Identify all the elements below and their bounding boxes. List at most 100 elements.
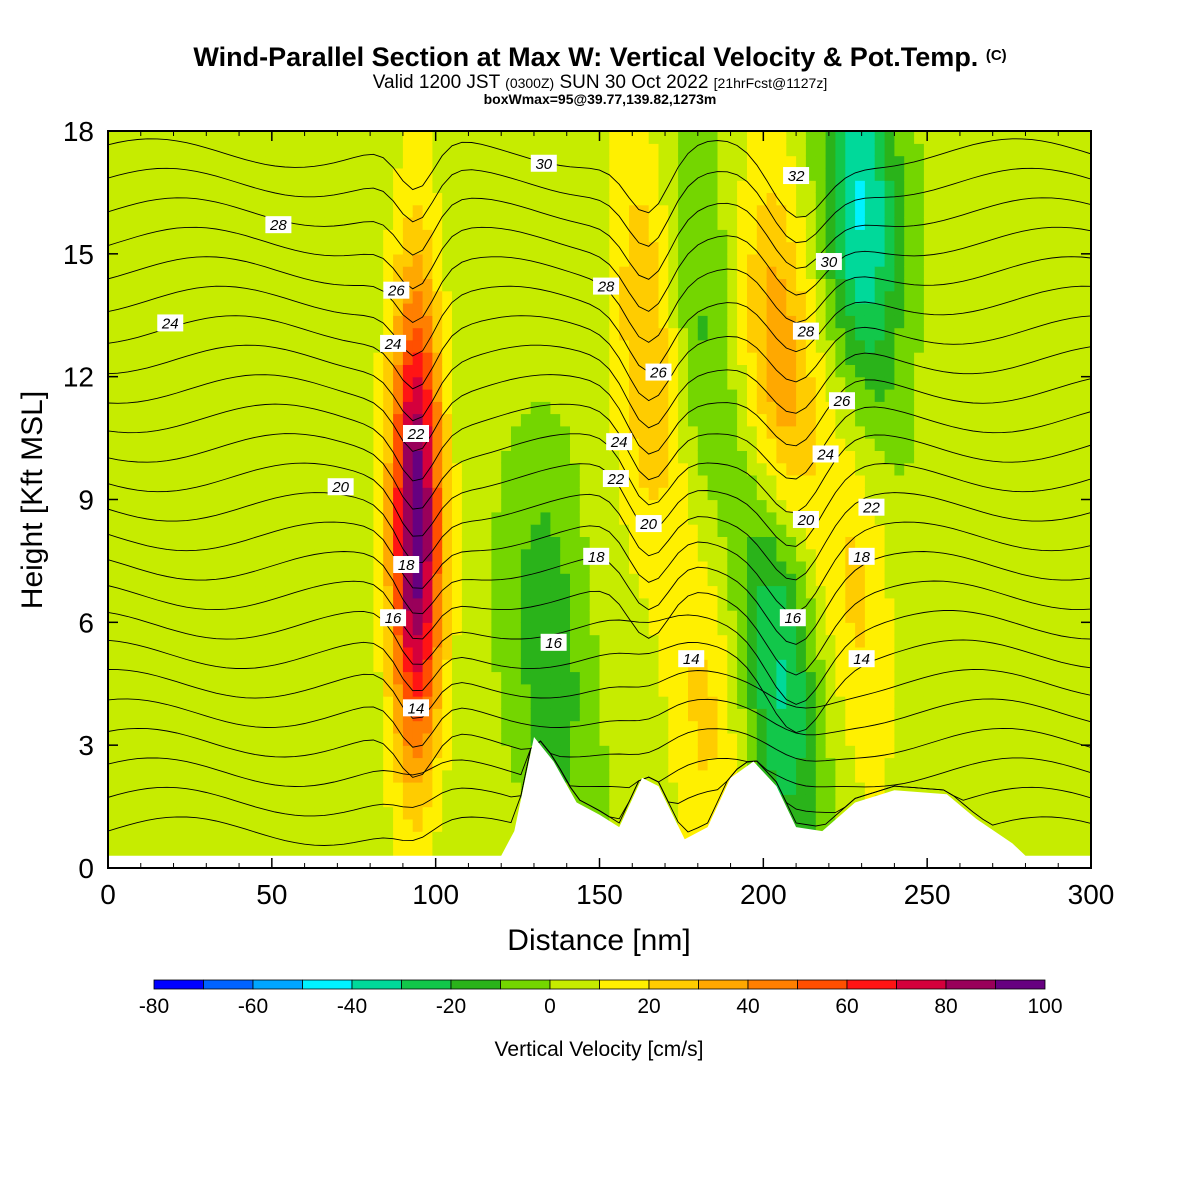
velocity-cell: [884, 438, 895, 451]
velocity-cell: [874, 266, 886, 279]
velocity-cell: [658, 683, 669, 697]
velocity-cell: [481, 671, 492, 685]
velocity-cell: [688, 487, 699, 501]
velocity-cell: [471, 818, 483, 832]
velocity-cell: [619, 352, 630, 365]
velocity-cell: [530, 131, 542, 144]
velocity-cell: [275, 401, 286, 415]
velocity-cell: [481, 794, 492, 808]
velocity-cell: [117, 745, 129, 759]
velocity-cell: [884, 425, 895, 439]
velocity-cell: [904, 438, 915, 451]
velocity-cell: [432, 389, 443, 402]
velocity-cell: [481, 253, 492, 267]
velocity-cell: [629, 474, 640, 488]
velocity-cell: [629, 622, 640, 636]
velocity-cell: [747, 327, 758, 341]
velocity-cell: [717, 450, 728, 464]
velocity-cell: [206, 303, 217, 316]
velocity-cell: [235, 573, 247, 587]
velocity-cell: [334, 253, 345, 267]
velocity-cell: [216, 462, 227, 476]
velocity-cell: [737, 339, 748, 353]
velocity-cell: [825, 597, 836, 611]
velocity-cell: [137, 757, 148, 771]
velocity-cell: [619, 757, 630, 771]
velocity-cell: [206, 155, 217, 169]
velocity-cell: [805, 708, 817, 722]
velocity-cell: [864, 143, 876, 157]
velocity-cell: [737, 634, 748, 648]
velocity-cell: [383, 462, 394, 476]
velocity-cell: [619, 769, 630, 783]
velocity-cell: [137, 732, 148, 746]
velocity-cell: [334, 290, 345, 304]
velocity-cell: [147, 352, 158, 365]
velocity-cell: [245, 548, 256, 562]
velocity-cell: [108, 806, 119, 820]
velocity-cell: [530, 167, 542, 181]
velocity-cell: [648, 204, 660, 218]
velocity-cell: [334, 585, 345, 599]
velocity-cell: [255, 708, 266, 722]
velocity-cell: [766, 499, 777, 513]
velocity-cell: [304, 352, 315, 365]
velocity-cell: [432, 339, 443, 353]
velocity-cell: [864, 634, 876, 648]
velocity-cell: [501, 425, 512, 439]
velocity-cell: [874, 696, 886, 709]
velocity-cell: [648, 180, 660, 193]
velocity-cell: [383, 794, 394, 808]
velocity-cell: [501, 413, 512, 427]
velocity-cell: [874, 745, 886, 759]
velocity-cell: [560, 143, 571, 157]
velocity-cell: [108, 794, 119, 808]
velocity-cell: [648, 376, 660, 390]
velocity-cell: [314, 708, 325, 722]
velocity-cell: [284, 843, 296, 857]
velocity-cell: [786, 585, 797, 599]
velocity-cell: [402, 573, 414, 587]
velocity-cell: [353, 683, 365, 697]
velocity-cell: [629, 720, 640, 734]
velocity-cell: [127, 548, 139, 562]
velocity-cell: [727, 646, 738, 660]
velocity-cell: [835, 339, 846, 353]
velocity-cell: [707, 155, 718, 169]
velocity-cell: [343, 585, 355, 599]
velocity-cell: [265, 389, 276, 402]
velocity-cell: [255, 782, 266, 795]
velocity-cell: [530, 634, 542, 648]
velocity-cell: [668, 131, 679, 144]
velocity-cell: [697, 573, 709, 587]
velocity-cell: [334, 376, 345, 390]
velocity-cell: [373, 425, 384, 439]
velocity-cell: [864, 585, 876, 599]
velocity-cell: [904, 229, 915, 243]
velocity-cell: [570, 511, 581, 525]
velocity-cell: [275, 659, 286, 673]
velocity-cell: [324, 585, 335, 599]
velocity-cell: [137, 720, 148, 734]
velocity-cell: [904, 315, 915, 329]
velocity-cell: [226, 646, 237, 660]
velocity-cell: [412, 536, 424, 550]
velocity-cell: [186, 413, 197, 427]
velocity-cell: [108, 831, 119, 844]
velocity-cell: [678, 180, 689, 193]
velocity-cell: [442, 352, 453, 365]
velocity-cell: [688, 327, 699, 341]
velocity-cell: [747, 720, 758, 734]
velocity-cell: [393, 769, 404, 783]
velocity-cell: [776, 450, 787, 464]
velocity-cell: [599, 413, 610, 427]
velocity-cell: [619, 487, 630, 501]
velocity-cell: [452, 806, 463, 820]
velocity-cell: [157, 732, 168, 746]
velocity-cell: [127, 352, 139, 365]
velocity-cell: [648, 352, 660, 365]
velocity-cell: [570, 155, 581, 169]
velocity-cell: [815, 204, 827, 218]
velocity-cell: [638, 450, 650, 464]
velocity-cell: [294, 352, 306, 365]
